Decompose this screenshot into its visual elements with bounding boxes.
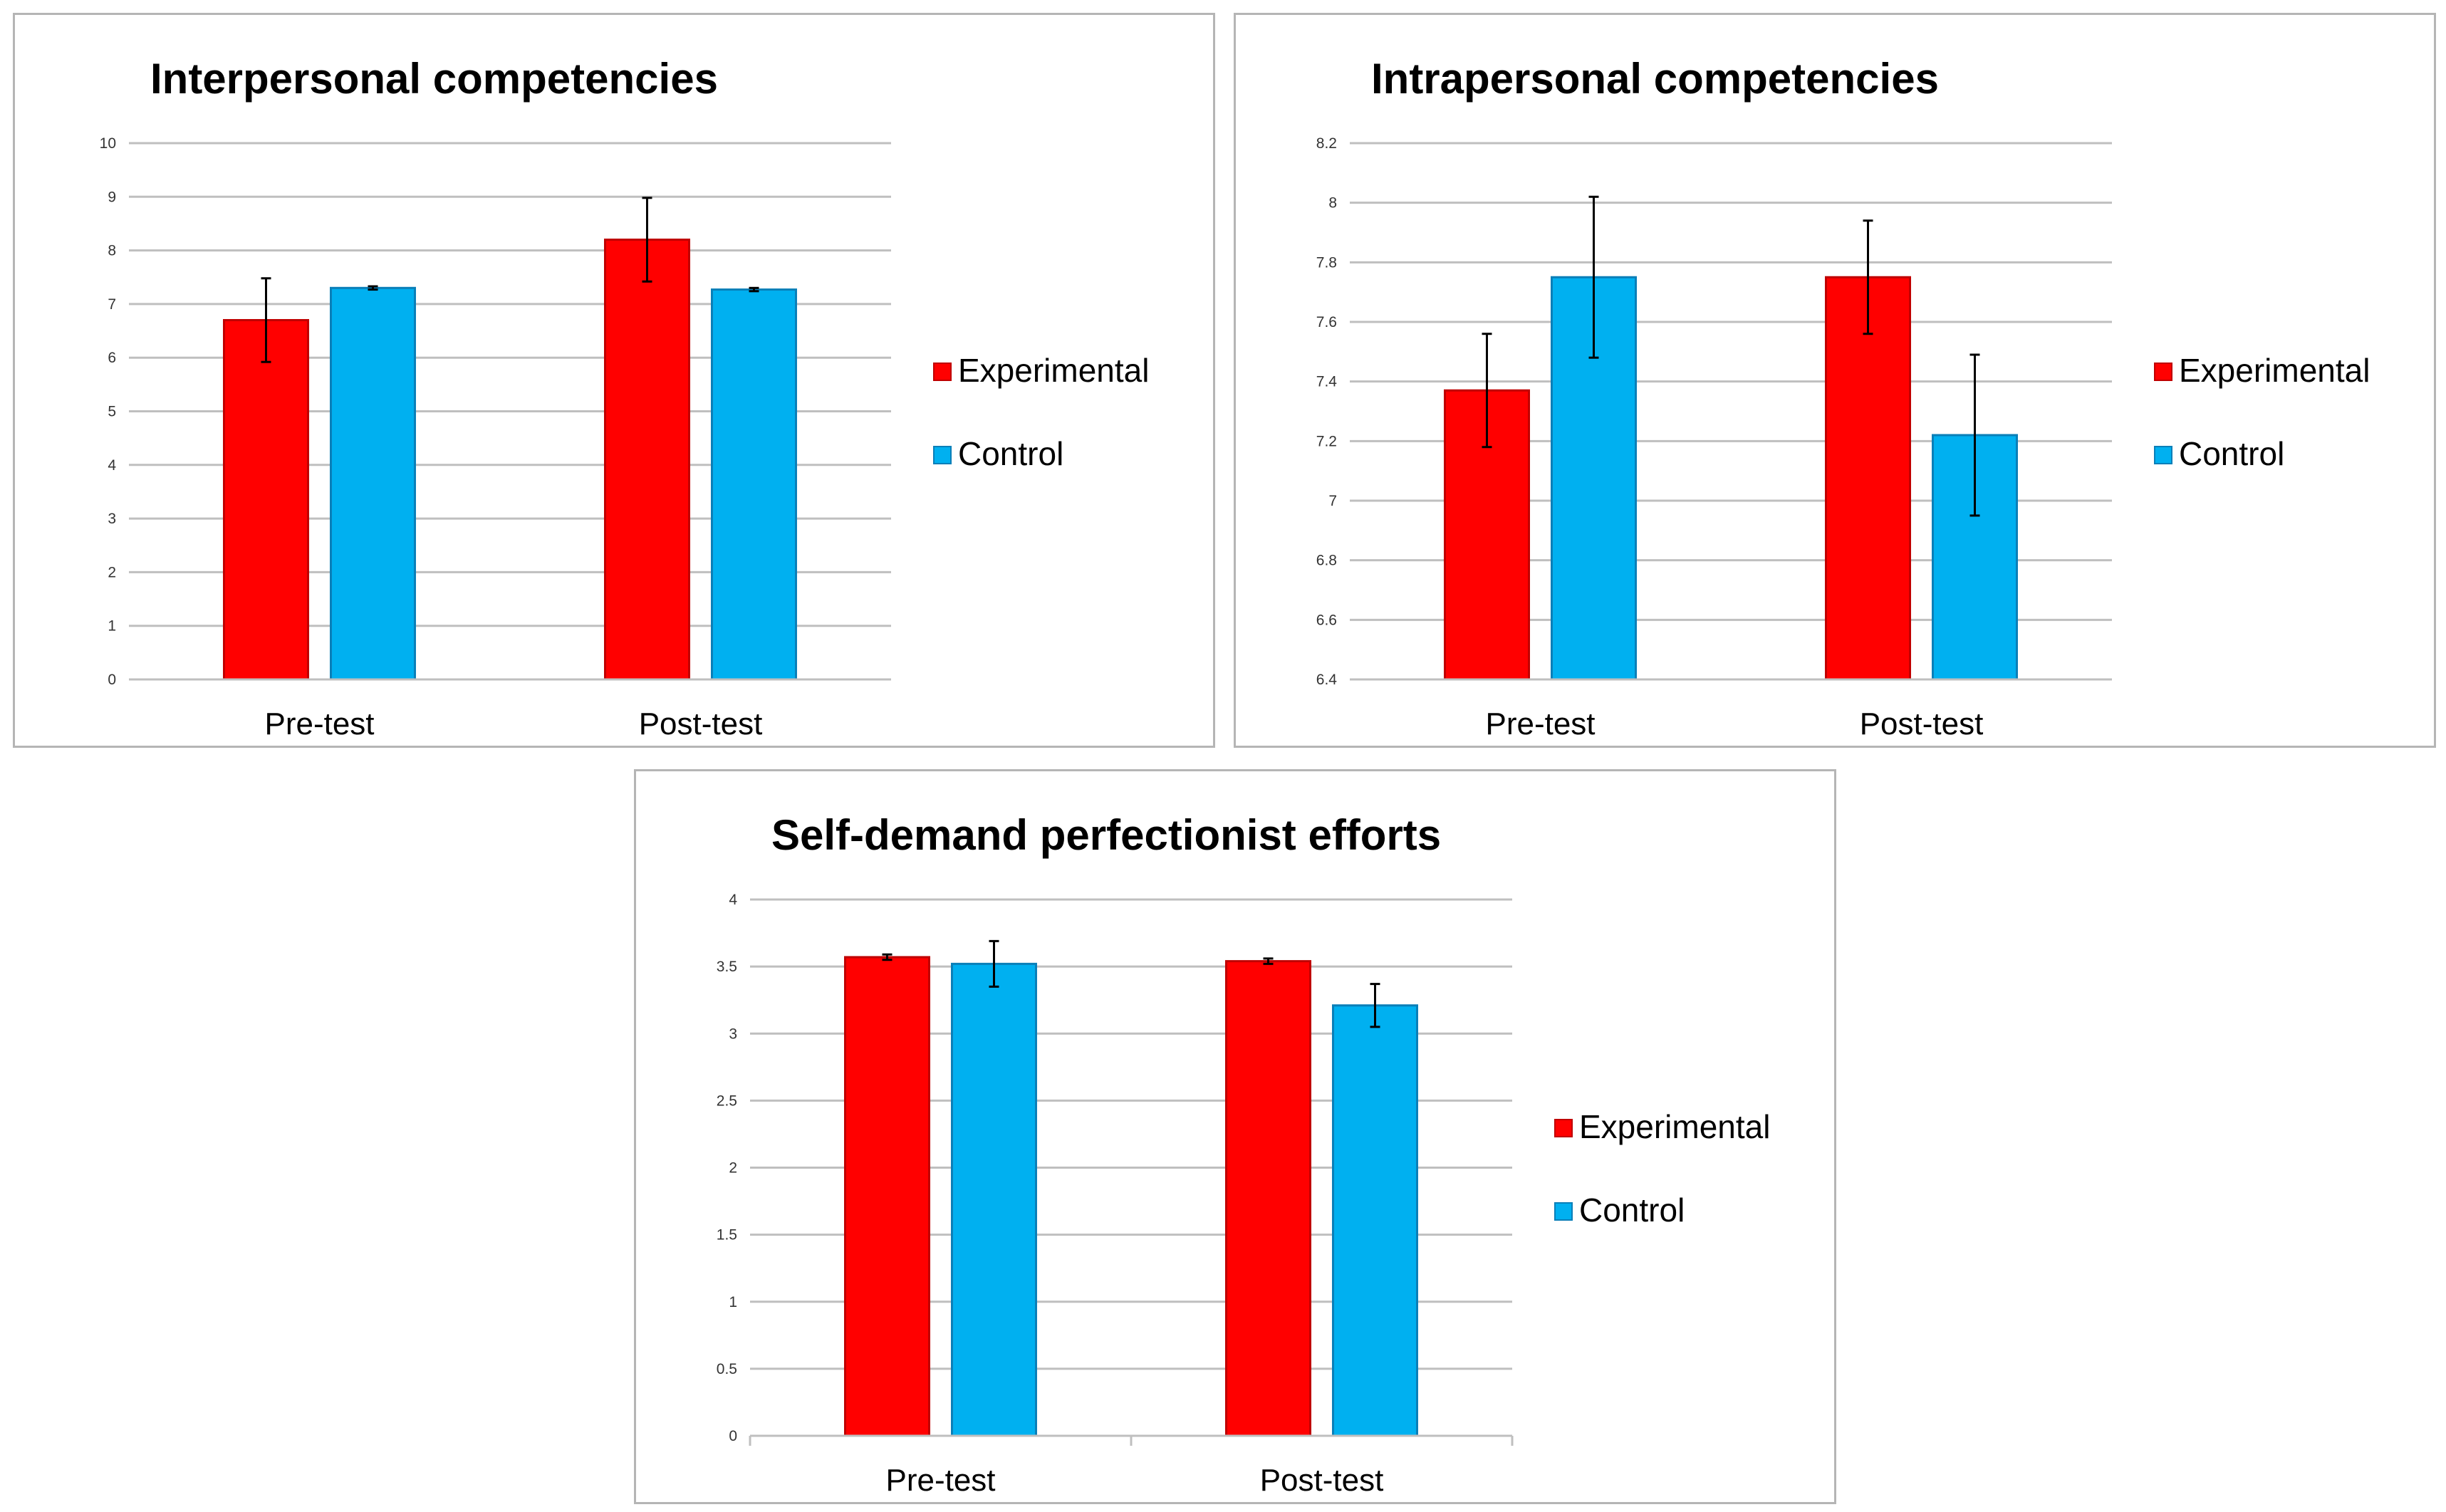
chart-panel-self-demand: Self-demand perfectionist efforts 0 0.5 1 1.…: [634, 769, 1836, 1504]
legend-label-experimental: Experimental: [958, 352, 1149, 389]
y-tick-label: 3.5: [717, 959, 737, 975]
y-tick-label: 7: [1328, 493, 1337, 509]
chart-svg: Intrapersonal competencies 6.4 6.6 6.8 7 7.2 7…: [1316, 55, 2370, 741]
bar-experimental-post-test: [604, 239, 690, 681]
y-tick-label: 0: [108, 672, 116, 688]
bar-control-post-test: [711, 288, 797, 681]
y-tick-label: 6.6: [1316, 612, 1337, 628]
legend-swatch-experimental: [933, 363, 952, 381]
legend-label-experimental: Experimental: [1579, 1108, 1770, 1145]
bar-control-post-test: [1332, 1004, 1418, 1437]
legend-label-experimental: Experimental: [2179, 352, 2370, 389]
legend-swatch-control: [1554, 1202, 1573, 1221]
y-tick-label: 7.2: [1316, 433, 1337, 449]
y-tick-label: 6.4: [1316, 672, 1338, 688]
x-category-label: Post-test: [639, 707, 763, 741]
x-category-label: Pre-test: [1485, 707, 1595, 741]
bar-control-pre-test: [951, 962, 1037, 1437]
legend-swatch-control: [933, 446, 952, 464]
y-tick-label: 7: [108, 296, 116, 313]
legend-swatch-experimental: [1554, 1119, 1573, 1137]
y-tick-label: 8: [108, 243, 116, 259]
chart-panel-intrapersonal: Intrapersonal competencies 6.4 6.6 6.8 7 7.2 7…: [1234, 13, 2436, 748]
y-tick-label: 1: [729, 1294, 737, 1310]
x-category-label: Pre-test: [885, 1463, 995, 1498]
bar-experimental-post-test: [1225, 960, 1311, 1437]
x-category-label: Post-test: [1860, 707, 1984, 741]
chart-svg: Interpersonal competencies 0 1 2 3 4 5 6 7 8 9 10 Pr…: [100, 55, 1150, 741]
y-tick-label: 0.5: [717, 1361, 737, 1377]
y-tick-label: 7.4: [1316, 374, 1338, 390]
y-tick-label: 5: [108, 404, 116, 420]
x-category-label: Post-test: [1260, 1463, 1384, 1498]
y-tick-label: 6: [108, 350, 116, 366]
y-tick-label: 3: [729, 1026, 737, 1042]
chart-title: Interpersonal competencies: [150, 55, 718, 103]
y-tick-label: 6.8: [1316, 553, 1337, 569]
legend-swatch-control: [2154, 446, 2172, 464]
y-tick-label: 7.6: [1316, 314, 1337, 330]
y-tick-label: 2.5: [717, 1093, 737, 1109]
y-tick-label: 1.5: [717, 1227, 737, 1244]
chart-svg: Self-demand perfectionist efforts 0 0.5 1 1.…: [717, 811, 1771, 1498]
y-tick-label: 1: [108, 618, 116, 635]
legend-label-control: Control: [958, 435, 1063, 472]
y-tick-label: 9: [108, 189, 116, 205]
bar-experimental-post-test: [1825, 276, 1911, 681]
y-tick-label: 0: [729, 1428, 737, 1444]
chart-title: Self-demand perfectionist efforts: [771, 811, 1441, 859]
y-tick-label: 8.2: [1316, 135, 1337, 152]
chart-title: Intrapersonal competencies: [1371, 55, 1939, 103]
legend-label-control: Control: [1579, 1192, 1685, 1229]
y-tick-label: 2: [108, 564, 116, 580]
y-tick-label: 4: [108, 457, 116, 474]
y-tick-label: 8: [1328, 195, 1337, 212]
legend-label-control: Control: [2179, 435, 2284, 472]
y-tick-label: 10: [100, 135, 116, 152]
bar-experimental-pre-test: [223, 318, 309, 681]
chart-panel-interpersonal: Interpersonal competencies 0 1 2 3 4 5 6 7 8 9 10 Pr…: [13, 13, 1215, 748]
x-category-label: Pre-test: [264, 707, 374, 741]
y-tick-label: 3: [108, 511, 116, 527]
y-tick-label: 7.8: [1316, 254, 1337, 271]
y-tick-label: 4: [729, 892, 737, 908]
legend-swatch-experimental: [2154, 363, 2172, 381]
bar-experimental-pre-test: [844, 956, 930, 1437]
bar-control-pre-test: [330, 286, 416, 681]
y-tick-label: 2: [729, 1160, 737, 1177]
